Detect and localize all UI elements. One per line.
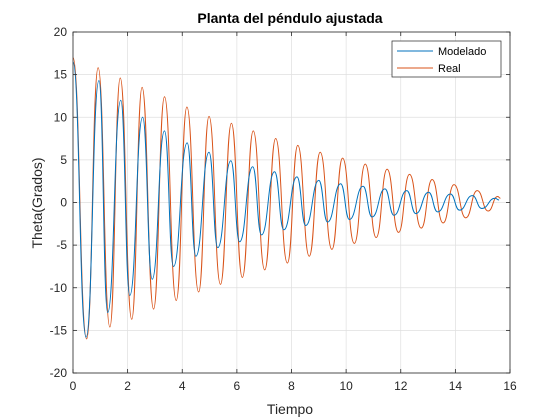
y-axis-label: Theta(Grados) (29, 157, 45, 248)
y-tick-label: -5 (56, 238, 67, 252)
y-tick-label: 0 (60, 196, 67, 210)
legend-box (391, 40, 502, 78)
x-tick-label: 14 (449, 379, 463, 393)
x-tick-label: 2 (124, 379, 131, 393)
y-tick-label: 15 (54, 68, 68, 82)
y-tick-label: 20 (54, 25, 68, 39)
chart-title: Planta del péndulo ajustada (197, 10, 382, 26)
x-axis-label: Tiempo (267, 401, 313, 417)
x-tick-label: 12 (394, 379, 408, 393)
series-line-real (72, 57, 501, 340)
y-tick-label: -20 (50, 366, 68, 380)
x-tick-label: 0 (70, 379, 77, 393)
x-tick-label: 16 (503, 379, 517, 393)
x-tick-label: 8 (288, 379, 295, 393)
legend-label-modelado: Modelado (438, 46, 486, 58)
x-tick-label: 4 (179, 379, 186, 393)
tick-labels: 0 2 4 6 8 10 12 14 16 -20 -15 -10 -5 0 5 10 15 20 (50, 25, 517, 393)
x-tick-label: 6 (234, 379, 241, 393)
legend-label-real: Real (438, 63, 461, 75)
y-tick-label: -10 (50, 281, 68, 295)
x-tick-label: 10 (339, 379, 353, 393)
legend: Modelado Real (391, 40, 502, 78)
series-line-modelado (72, 61, 500, 338)
ticks (72, 31, 511, 374)
y-tick-label: 5 (60, 153, 67, 167)
y-tick-label: -15 (50, 323, 68, 337)
series-layer (72, 57, 501, 340)
y-tick-label: 10 (54, 110, 68, 124)
